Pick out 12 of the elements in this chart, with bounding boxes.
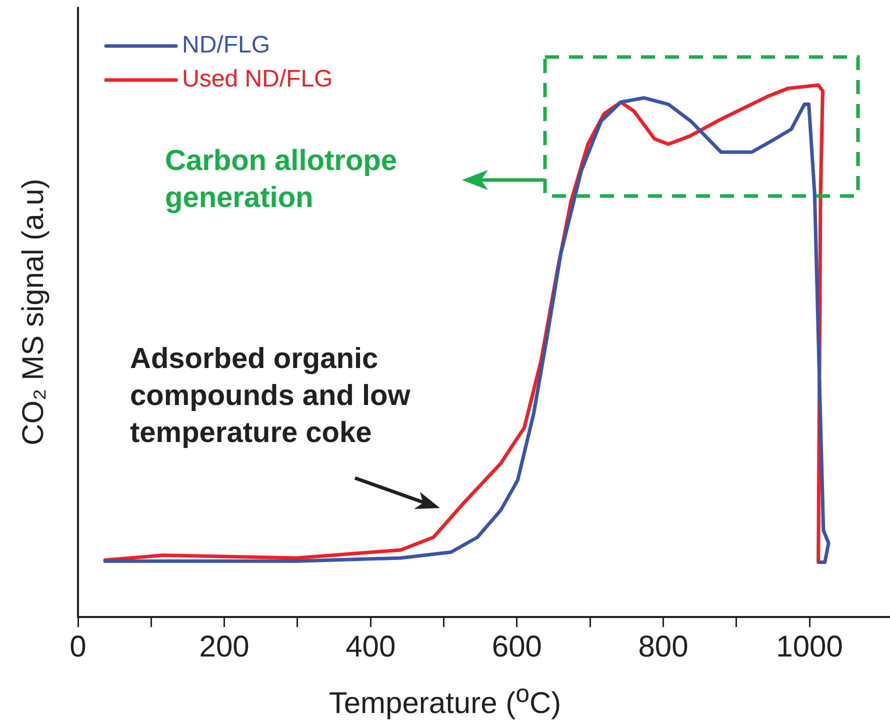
x-tick-label: 800 bbox=[638, 630, 688, 664]
x-tick-label: 600 bbox=[492, 630, 542, 664]
annotation: Carbon allotrope generation bbox=[165, 144, 398, 216]
x-tick-label: 400 bbox=[346, 630, 396, 664]
x-tick-label: 0 bbox=[70, 630, 86, 664]
legend-label: Used ND/FLG bbox=[182, 66, 333, 93]
annotation: Adsorbed organic compounds and low temperature coke bbox=[130, 342, 412, 451]
x-tick-label: 200 bbox=[199, 630, 250, 664]
legend-label: ND/FLG bbox=[182, 32, 270, 59]
x-tick-label: 1000 bbox=[776, 630, 843, 664]
y-axis-title: CO₂ MS signal (a.u) bbox=[17, 178, 51, 446]
x-axis-title: Temperature ($^{o}$C) bbox=[328, 680, 562, 721]
